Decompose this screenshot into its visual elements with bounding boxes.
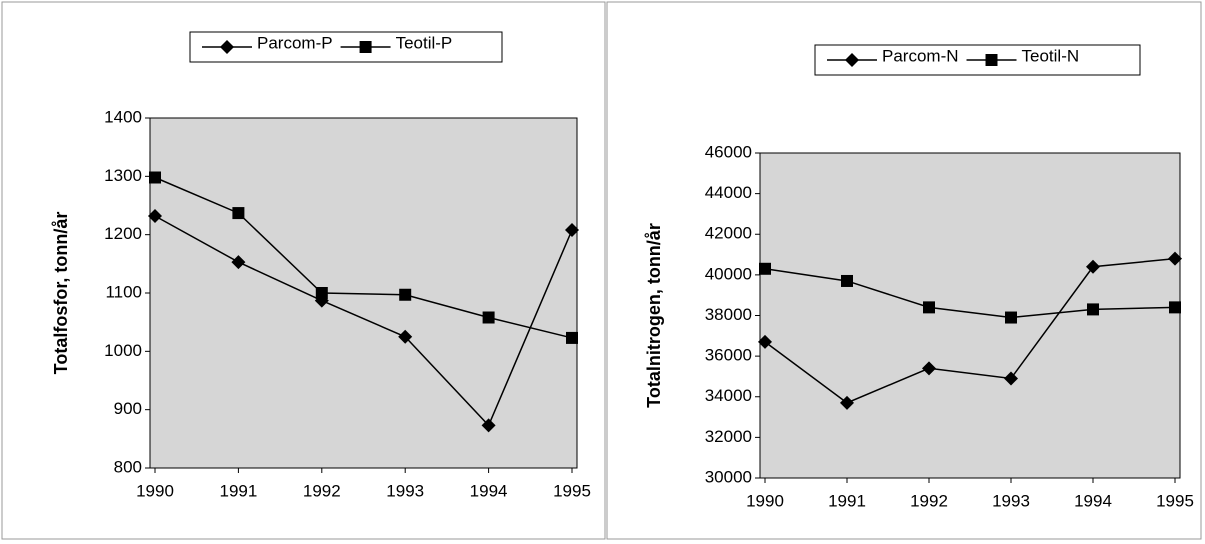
data-point — [566, 331, 578, 344]
data-point — [149, 171, 161, 184]
y-tick-label: 34000 — [705, 386, 752, 405]
data-point — [1168, 251, 1182, 266]
series-line — [154, 176, 573, 339]
y-tick-label: 1300 — [104, 166, 142, 185]
x-tick-label: 1995 — [553, 481, 591, 500]
data-point — [1005, 311, 1017, 324]
legend-label: Teotil-P — [396, 33, 453, 52]
data-point — [840, 395, 854, 410]
y-tick-label: 800 — [114, 457, 142, 476]
x-tick-label: 1994 — [470, 481, 508, 500]
y-axis-title: Totalfosfor, tonn/år — [51, 212, 71, 375]
y-tick-label: 36000 — [705, 346, 752, 365]
y-tick-label: 46000 — [705, 142, 752, 161]
x-tick-label: 1993 — [992, 491, 1030, 510]
data-point — [232, 207, 245, 220]
y-tick-label: 1200 — [104, 224, 142, 243]
y-tick-label: 38000 — [705, 305, 752, 324]
x-tick-label: 1994 — [1074, 491, 1112, 510]
y-tick-label: 1100 — [105, 282, 142, 301]
data-point — [315, 287, 328, 299]
x-tick-label: 1992 — [303, 481, 341, 500]
legend-marker — [359, 41, 372, 53]
x-tick-label: 1991 — [828, 491, 866, 510]
data-point — [1087, 303, 1099, 316]
series-line — [764, 268, 1176, 319]
y-tick-label: 1400 — [104, 107, 142, 126]
data-point — [148, 209, 162, 223]
y-tick-label: 32000 — [705, 427, 752, 446]
data-point — [231, 255, 246, 270]
data-point — [922, 361, 936, 376]
data-point — [923, 301, 935, 314]
y-tick-label: 30000 — [705, 467, 752, 486]
data-point — [565, 223, 579, 237]
panel-border — [1, 1, 606, 540]
data-point — [481, 418, 496, 433]
series-line — [764, 257, 1176, 404]
plot-area — [759, 152, 1181, 479]
legend-label: Parcom-P — [257, 33, 333, 52]
legend-marker — [220, 40, 234, 54]
legend-marker — [845, 53, 859, 67]
y-tick-label: 900 — [114, 399, 142, 418]
x-tick-label: 1991 — [219, 481, 257, 500]
legend-label: Parcom-N — [882, 46, 959, 65]
x-tick-label: 1990 — [136, 481, 174, 500]
y-tick-label: 44000 — [705, 183, 752, 202]
x-tick-label: 1990 — [746, 491, 784, 510]
y-axis-title: Totalnitrogen, tonn/år — [644, 223, 664, 408]
y-tick-label: 42000 — [705, 224, 752, 243]
data-point — [841, 274, 853, 287]
data-point — [759, 262, 771, 275]
x-tick-label: 1995 — [1156, 491, 1194, 510]
panel-border — [606, 1, 1202, 540]
x-tick-label: 1992 — [910, 491, 948, 510]
data-point — [1169, 301, 1181, 314]
y-tick-label: 40000 — [705, 264, 752, 283]
data-point — [399, 288, 412, 301]
y-tick-label: 1000 — [104, 341, 142, 360]
plot-area — [149, 117, 578, 469]
legend-label: Teotil-N — [1022, 46, 1080, 65]
data-point — [758, 334, 772, 349]
data-point — [1004, 371, 1018, 386]
data-point — [1086, 259, 1100, 274]
series-line — [154, 215, 573, 427]
data-point — [482, 311, 495, 324]
x-tick-label: 1993 — [386, 481, 424, 500]
data-point — [398, 329, 413, 344]
legend-marker — [985, 54, 998, 66]
